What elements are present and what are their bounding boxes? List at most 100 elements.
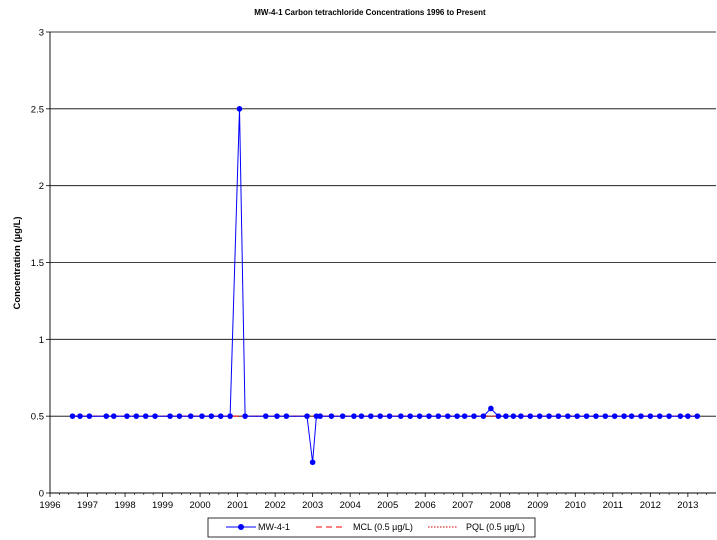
mw41-point: [628, 413, 635, 419]
mw41-point: [611, 413, 618, 419]
grid-lines: [50, 31, 716, 417]
mw41-point: [416, 413, 423, 419]
legend-label-pql: PQL (0.5 µg/L): [466, 522, 525, 532]
mw41-point: [503, 413, 509, 419]
mw41-point: [69, 413, 76, 419]
mw41-point: [152, 413, 158, 419]
mw41-point: [110, 413, 117, 419]
mw41-point: [377, 413, 383, 419]
mw41-point: [602, 413, 609, 419]
mw41-point: [351, 413, 357, 419]
y-tick-label: 1.5: [31, 258, 44, 269]
x-tick-label: 1996: [39, 500, 60, 511]
y-tick-label: 0.5: [31, 412, 44, 423]
mw41-point: [339, 413, 346, 419]
y-tick-label: 0: [39, 489, 44, 500]
legend: MW-4-1 MCL (0.5 µg/L) PQL (0.5 µg/L): [207, 517, 536, 538]
x-tick-label: 2000: [190, 500, 211, 511]
mw41-point: [480, 413, 487, 419]
series-layer: [69, 106, 701, 466]
mw41-point: [435, 413, 442, 419]
mw41-point: [518, 413, 524, 419]
legend-label-mcl: MCL (0.5 µg/L): [353, 522, 413, 532]
mw41-point: [426, 413, 432, 419]
mw41-point: [103, 413, 110, 419]
mw41-point: [574, 413, 580, 419]
mw41-point: [208, 413, 215, 419]
mw41-point: [546, 413, 552, 419]
mw41-point: [666, 413, 672, 419]
x-tick-label: 1997: [77, 500, 98, 511]
y-tick-label: 3: [39, 28, 44, 39]
mw41-point: [217, 413, 224, 419]
mw41-point: [236, 106, 243, 112]
x-tick-label: 2002: [265, 500, 286, 511]
mw41-point: [262, 413, 269, 419]
mw41-point: [454, 413, 460, 419]
chart-title: MW-4-1 Carbon tetrachloride Concentratio…: [254, 8, 486, 17]
y-tick-label: 2.5: [31, 104, 44, 115]
mw41-point: [444, 413, 451, 419]
mw41-point: [77, 413, 83, 419]
mw41-point: [398, 413, 404, 419]
mw41-point: [694, 413, 701, 419]
x-tick-label: 2012: [640, 500, 661, 511]
mw41-point: [593, 413, 599, 419]
y-tick-label: 1: [39, 335, 44, 346]
mw41-point: [328, 413, 335, 419]
mw41-point: [527, 413, 534, 419]
mw41-point: [677, 413, 684, 419]
legend-box: [207, 517, 536, 538]
mw41-point: [510, 413, 517, 419]
mw41-point: [176, 413, 183, 419]
mw41-point: [358, 413, 365, 419]
x-tick-label: 1999: [152, 500, 173, 511]
x-tick-label: 2011: [603, 500, 623, 511]
y-tick-label: 2: [39, 181, 44, 192]
mw41-point: [638, 413, 644, 419]
mw41-point: [564, 413, 571, 419]
mw41-line: [72, 108, 698, 463]
x-tick-label: 2006: [415, 500, 436, 511]
legend-label-mw41: MW-4-1: [258, 522, 290, 532]
mw41-point: [621, 413, 627, 419]
x-tick-label: 2003: [302, 500, 323, 511]
x-tick-label: 2001: [227, 500, 248, 511]
mw41-point: [274, 413, 280, 419]
legend-dot-mw41: [238, 524, 244, 530]
mw41-point: [461, 413, 468, 419]
mw41-point: [495, 413, 502, 419]
mw41-point: [242, 413, 248, 419]
x-tick-label: 1998: [114, 500, 135, 511]
mw41-point: [124, 413, 130, 419]
x-axis: 1996 1997 1998 1999 2000 2001 2002 2003 2004 2005…: [39, 493, 707, 511]
mw41-point: [199, 413, 205, 419]
mw41-point: [167, 413, 173, 419]
mw41-point: [283, 413, 290, 419]
x-tick-label: 2008: [490, 500, 511, 511]
mw41-point: [133, 413, 140, 419]
mw41-point: [386, 413, 393, 419]
y-axis-label: Concentration (µg/L): [12, 216, 23, 309]
x-tick-label: 2010: [565, 500, 586, 511]
mw41-point: [471, 413, 477, 419]
x-tick-label: 2009: [527, 500, 548, 511]
mw41-point: [142, 413, 149, 419]
mw41-point: [187, 413, 194, 419]
mw41-point: [309, 459, 316, 466]
mw41-point: [227, 413, 233, 419]
x-tick-label: 2013: [677, 500, 698, 511]
mw41-point: [317, 413, 323, 419]
mw41-point: [555, 413, 562, 419]
y-axis: 0 0.5 1 1.5 2 2.5 3: [31, 28, 50, 500]
mw41-point: [304, 413, 310, 419]
mw41-point: [488, 405, 494, 412]
x-tick-label: 2005: [377, 500, 398, 511]
mw41-point: [407, 413, 414, 419]
mw41-point: [368, 413, 374, 419]
mw41-point: [656, 413, 663, 419]
mw41-point: [583, 413, 590, 419]
x-tick-label: 2004: [340, 500, 361, 511]
mw41-point: [536, 413, 543, 419]
